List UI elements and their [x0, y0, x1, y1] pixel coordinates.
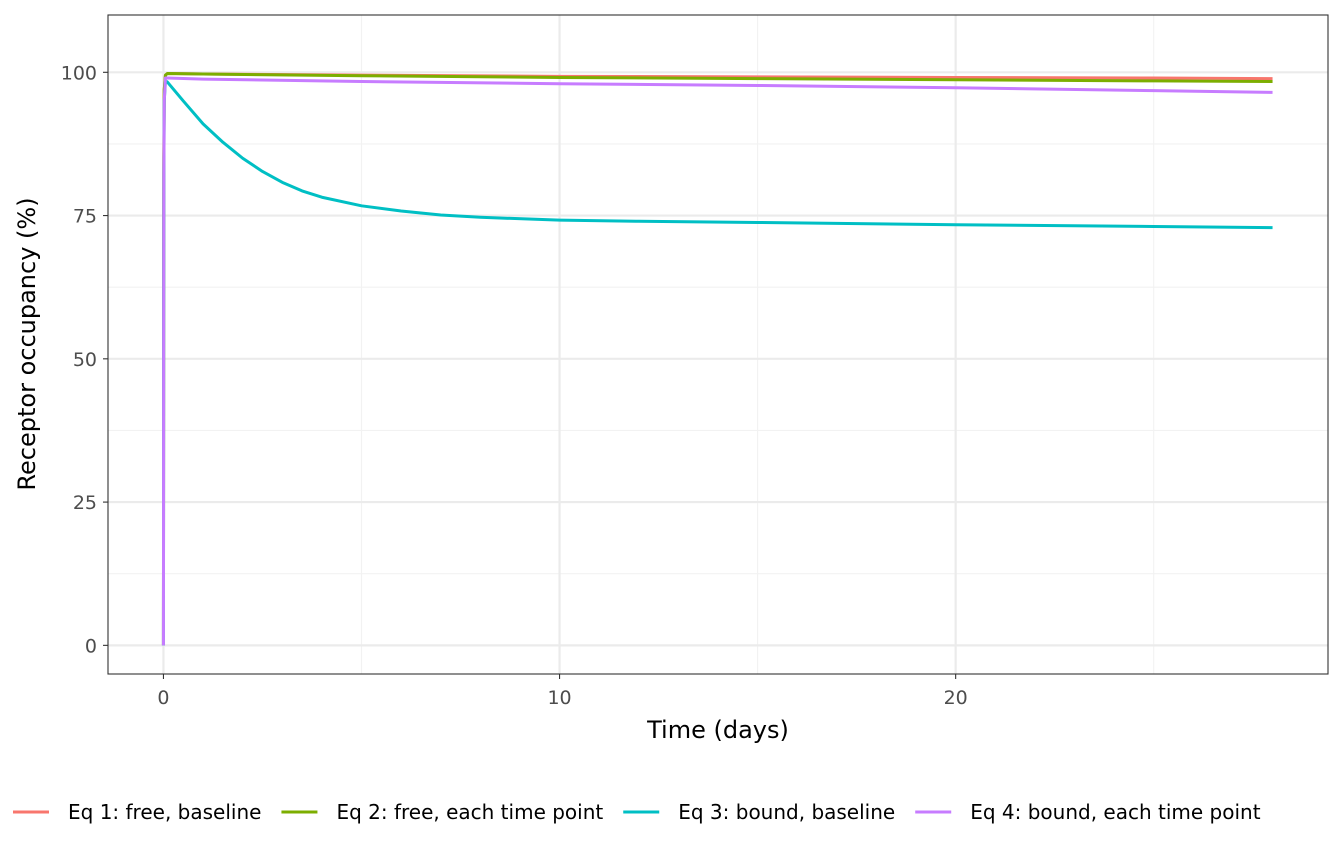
y-tick-label-4: 100 — [61, 62, 97, 84]
y-axis-title: Receptor occupancy (%) — [13, 197, 41, 490]
legend-label-4: Eq 4: bound, each time point — [970, 800, 1261, 824]
series-lines — [161, 71, 1273, 646]
x-axis-title: Time (days) — [646, 716, 789, 744]
panel-border — [107, 14, 1329, 675]
x-tick-label-2: 20 — [944, 687, 968, 709]
x-tick-label-0: 0 — [157, 687, 169, 709]
panel-background — [108, 15, 1328, 674]
legend-label-1: Eq 1: free, baseline — [68, 800, 261, 824]
series-line-4 — [161, 76, 1273, 646]
y-tick-label-1: 25 — [73, 492, 97, 514]
y-tick-label-0: 0 — [85, 635, 97, 657]
y-tick-label-3: 75 — [73, 206, 97, 228]
plot-panel — [107, 14, 1329, 675]
x-tick-label-1: 10 — [547, 687, 571, 709]
minor-gridlines — [108, 15, 1328, 674]
legend-label-2: Eq 2: free, each time point — [336, 800, 603, 824]
legend: Eq 1: free, baseline Eq 2: free, each tim… — [13, 800, 1261, 824]
x-axis-ticks: 0 10 20 — [157, 674, 968, 709]
y-tick-label-2: 50 — [73, 349, 97, 371]
legend-label-3: Eq 3: bound, baseline — [678, 800, 895, 824]
y-axis-ticks: 0 25 50 75 100 — [61, 62, 108, 657]
